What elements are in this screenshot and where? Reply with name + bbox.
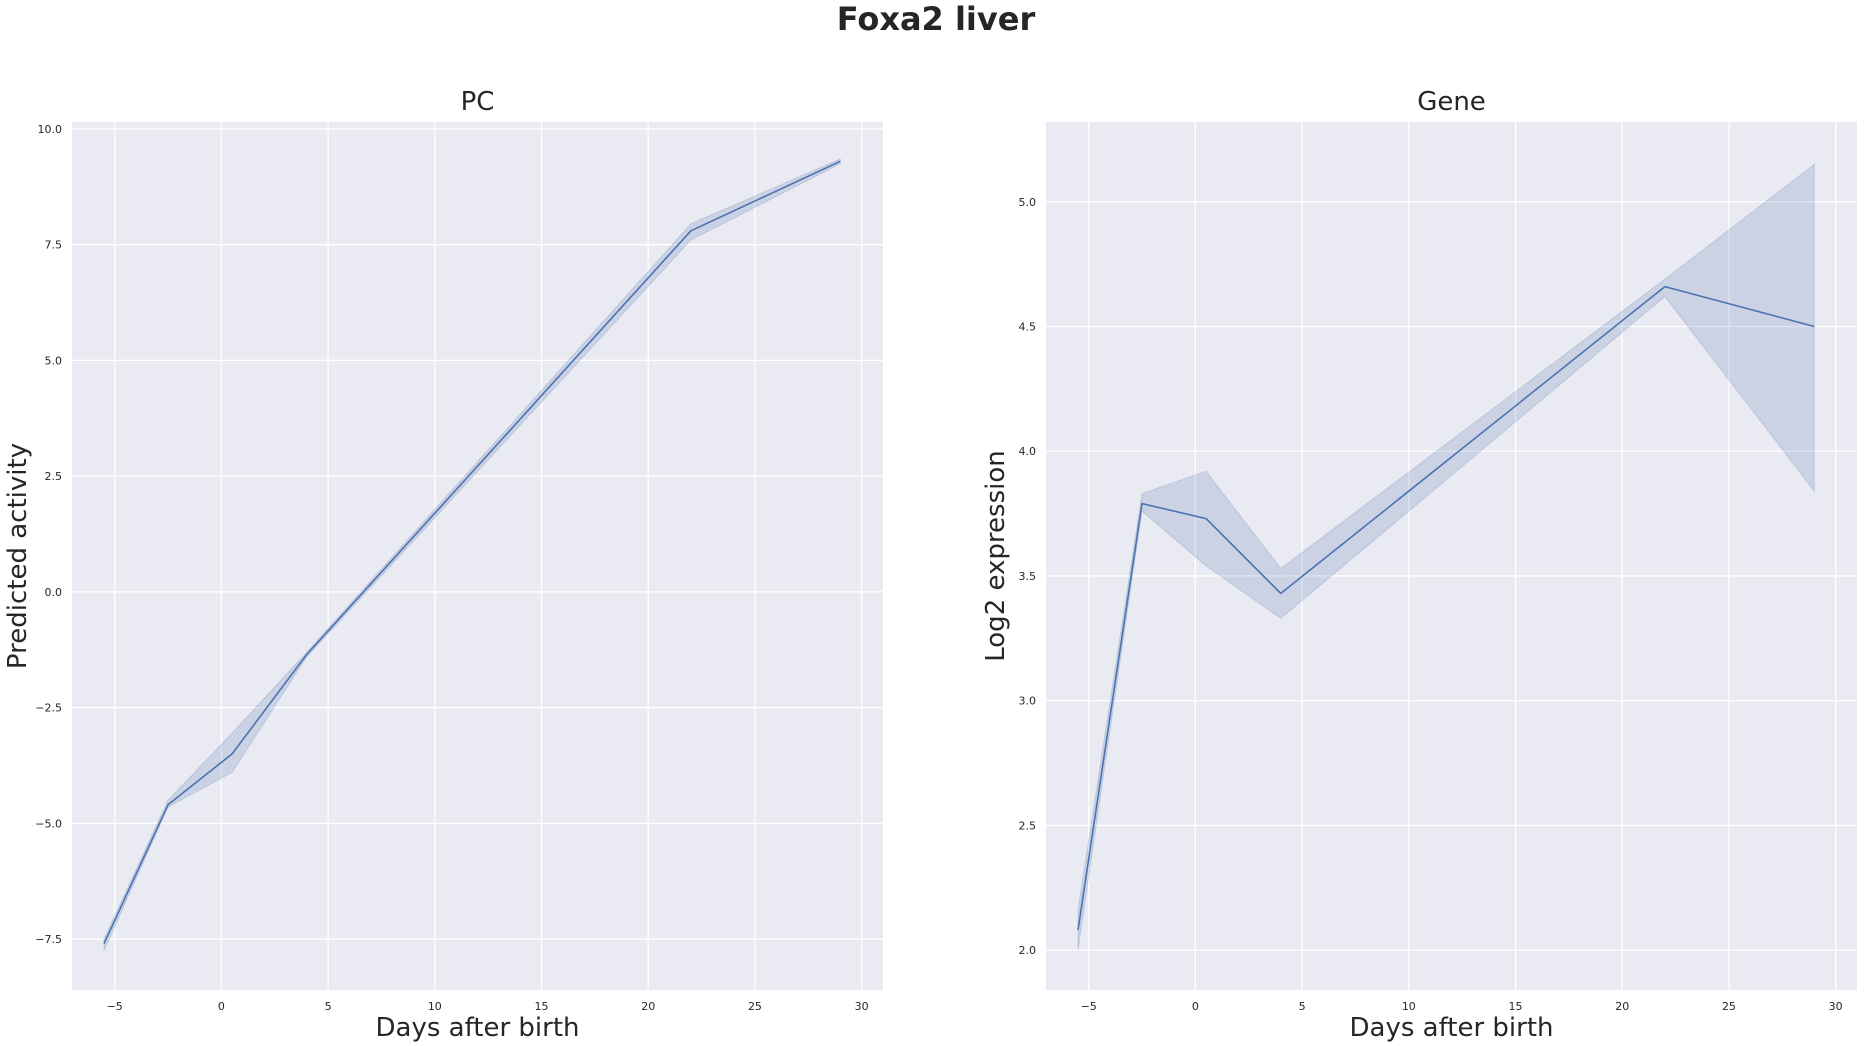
pc-y-tick-label: 2.5	[45, 470, 63, 483]
gene-x-tick-label: −5	[1081, 1000, 1097, 1013]
gene-y-tick-label: 3.0	[1019, 695, 1037, 708]
gene-confidence-band	[1077, 163, 1815, 951]
pc-confidence-band	[103, 158, 841, 951]
pc-panel: −5 0 5 10 15 20 25 30 −7.5 −5.0 −2.5 0.0 2.5 5.0 7.5 10…	[3, 87, 883, 1043]
pc-x-tick-label: 0	[218, 1000, 225, 1013]
pc-y-axis-label: Predicted activity	[3, 443, 33, 669]
pc-y-tick-label: −2.5	[35, 702, 62, 715]
gene-x-tick-label: 5	[1299, 1000, 1306, 1013]
gene-x-tick-label: 15	[1509, 1000, 1523, 1013]
pc-y-tick-label: 0.0	[45, 586, 63, 599]
pc-series-line	[103, 160, 841, 945]
pc-x-tick-label: −5	[107, 1000, 123, 1013]
gene-plot-area	[1046, 122, 1857, 990]
gene-y-tick-label: 5.0	[1019, 196, 1037, 209]
gene-y-tick-label: 3.5	[1019, 570, 1037, 583]
figure-title: Foxa2 liver	[837, 0, 1036, 38]
gene-panel-title: Gene	[1417, 87, 1486, 117]
pc-panel-title: PC	[461, 87, 495, 117]
gene-y-axis-label: Log2 expression	[981, 450, 1011, 662]
pc-y-tick-label: −7.5	[35, 933, 62, 946]
gene-y-tick-label: 2.0	[1019, 944, 1037, 957]
pc-y-tick-label: 10.0	[38, 123, 63, 136]
gene-y-tick-label: 4.5	[1019, 321, 1037, 334]
gene-panel: −5 0 5 10 15 20 25 30 2.0 2.5 3.0 3.5 4.0 4.5 5.0 Gene D…	[981, 87, 1857, 1043]
pc-x-tick-label: 30	[855, 1000, 869, 1013]
gene-y-tick-label: 4.0	[1019, 445, 1037, 458]
pc-x-axis-label: Days after birth	[375, 1013, 579, 1043]
pc-x-tick-label: 25	[748, 1000, 762, 1013]
pc-y-tick-label: 7.5	[45, 239, 63, 252]
gene-x-tick-label: 10	[1402, 1000, 1416, 1013]
pc-plot-area	[72, 122, 883, 990]
pc-x-tick-label: 5	[325, 1000, 332, 1013]
gene-x-tick-label: 25	[1722, 1000, 1736, 1013]
gene-series-line	[1077, 285, 1815, 931]
gene-y-tick-label: 2.5	[1019, 819, 1037, 832]
pc-y-tick-label: 5.0	[45, 354, 63, 367]
gene-x-tick-label: 20	[1615, 1000, 1629, 1013]
pc-x-tick-label: 15	[535, 1000, 549, 1013]
pc-y-tick-label: −5.0	[35, 817, 62, 830]
pc-x-tick-label: 20	[641, 1000, 655, 1013]
pc-x-tick-label: 10	[428, 1000, 442, 1013]
gene-x-axis-label: Days after birth	[1349, 1013, 1553, 1043]
gene-x-tick-label: 30	[1829, 1000, 1843, 1013]
gene-x-tick-label: 0	[1192, 1000, 1199, 1013]
